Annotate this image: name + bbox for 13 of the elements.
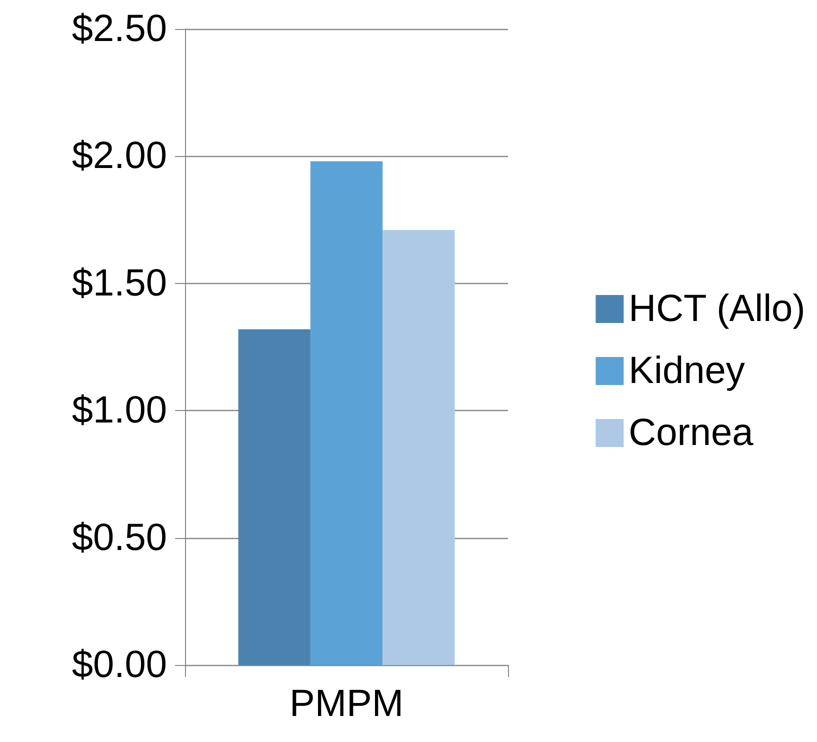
bar: [382, 230, 455, 665]
legend-label: Cornea: [628, 412, 754, 454]
y-tick-label: $2.50: [72, 8, 167, 50]
y-tick-label: $1.00: [72, 390, 167, 432]
y-tick-label: $1.50: [72, 262, 167, 304]
y-tick-label: $0.50: [72, 516, 167, 559]
y-tick-label: $2.00: [72, 135, 167, 178]
legend-label: HCT (Allo): [628, 288, 806, 330]
bar: [310, 161, 383, 665]
y-tick-label: $0.00: [72, 644, 167, 686]
legend-label: Kidney: [628, 350, 745, 392]
x-tick-label: PMPM: [290, 683, 404, 725]
bar: [238, 329, 310, 665]
